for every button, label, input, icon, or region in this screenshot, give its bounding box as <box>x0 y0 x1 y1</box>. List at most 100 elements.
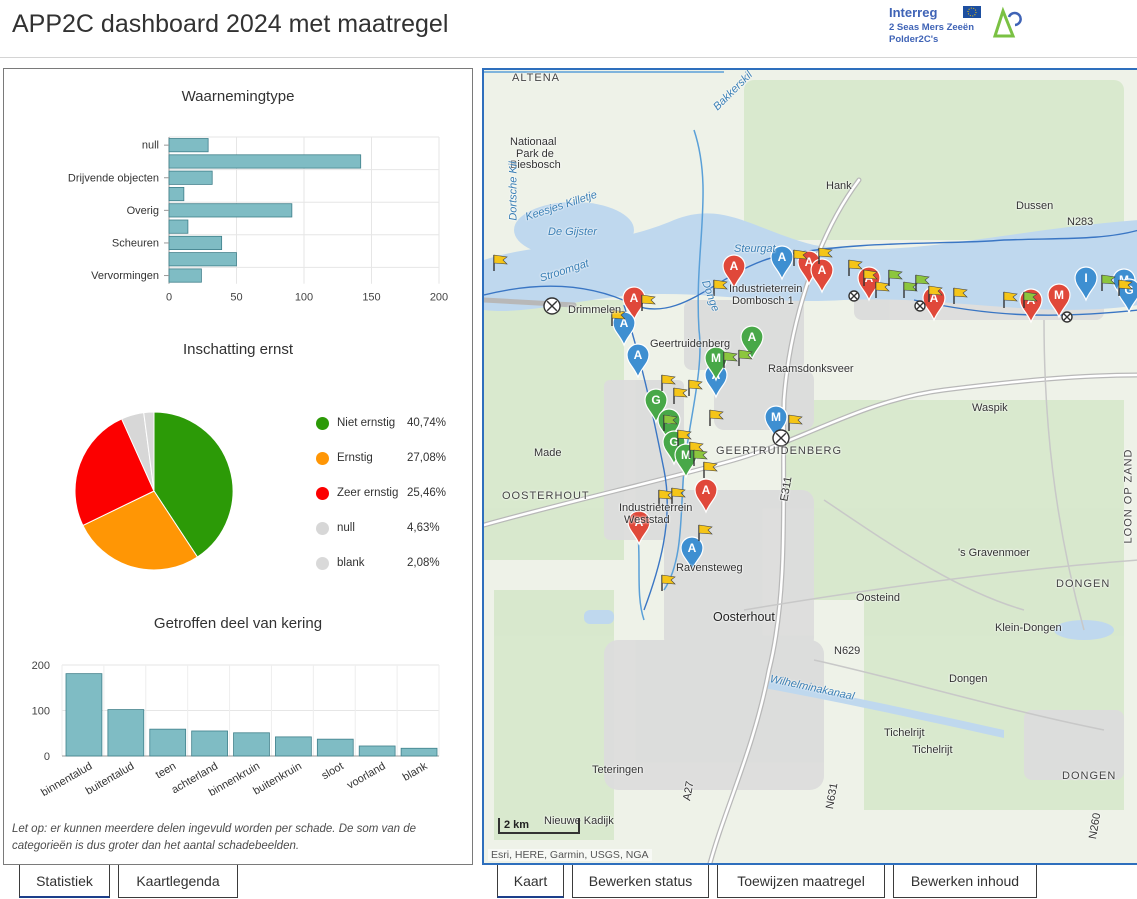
svg-text:M: M <box>771 410 781 424</box>
map-flag-icon <box>1101 274 1116 291</box>
map-flag-icon <box>698 524 713 541</box>
map-place-label: Waspik <box>972 402 1008 414</box>
logo-line3: Polder2C's <box>889 34 938 45</box>
map-place-label: ALTENA <box>512 72 560 84</box>
y-tick-label: Vervormingen <box>91 270 159 282</box>
bar <box>168 170 213 185</box>
y-tick-label: null <box>142 140 159 152</box>
map-place-label: Park de <box>516 148 554 160</box>
chart-title-ernst: Inschatting ernst <box>182 341 294 358</box>
map-marker-a-icon: A <box>680 536 704 572</box>
legend-swatch <box>316 557 329 570</box>
tab-toewijzen-maatregel[interactable]: Toewijzen maatregel <box>717 865 885 898</box>
legend-swatch <box>316 452 329 465</box>
svg-text:A: A <box>620 316 629 330</box>
map-flag-icon <box>915 274 930 291</box>
x-tick-label: 150 <box>362 292 380 304</box>
map-place-label: Drimmelen <box>568 304 622 316</box>
svg-text:A: A <box>818 263 827 277</box>
map-flag-icon <box>1003 291 1018 308</box>
map-marker-a-icon: A <box>627 510 651 546</box>
map-basemap[interactable]: AAAAAAAMAAAAAMAAIMMAGGGMG <box>484 70 1137 865</box>
map-place-label: Dussen <box>1016 200 1054 212</box>
svg-text:A: A <box>635 515 644 529</box>
legend-percentage: 2,08% <box>407 557 440 569</box>
map-marker-a-icon: A <box>722 254 746 290</box>
map-place-label: Oosteind <box>856 592 901 604</box>
map-marker-g-icon: G <box>644 388 668 424</box>
map-place-label: DONGEN <box>1056 578 1111 590</box>
page-title: APP2C dashboard 2024 met maatregel <box>12 10 449 38</box>
pie-slice <box>82 490 199 571</box>
svg-text:M: M <box>681 448 691 462</box>
map-place-label: N629 <box>834 645 861 657</box>
x-tick-label: teen <box>154 760 179 781</box>
map-marker-a-icon: A <box>740 325 764 361</box>
map-place-label: Tichelrijt <box>884 727 925 739</box>
tab-bewerken-status[interactable]: Bewerken status <box>572 865 709 898</box>
logo-line1: Interreg <box>889 5 937 20</box>
map-flag-icon <box>928 285 943 302</box>
map-cross-marker-icon <box>772 429 790 447</box>
map-flag-icon <box>788 414 803 431</box>
map-flag-icon <box>677 429 692 446</box>
bar <box>191 730 228 757</box>
map-flag-icon <box>738 349 753 366</box>
legend-label: blank <box>337 557 365 569</box>
map-place-label: Geertruidenberg <box>650 338 731 350</box>
legend-percentage: 40,74% <box>407 417 447 429</box>
map-place-label: Nationaal <box>510 136 557 148</box>
x-tick-label: sloot <box>320 760 346 782</box>
tab-statistiek[interactable]: Statistiek <box>19 865 110 898</box>
map-view[interactable]: AAAAAAAMAAAAAMAAIMMAGGGMG ALTENANationaa… <box>482 68 1137 865</box>
map-place-label: Industrieterrein <box>729 283 803 295</box>
legend-label: Niet ernstig <box>337 417 396 429</box>
map-place-label: Teteringen <box>592 764 644 776</box>
map-place-label: Oosterhout <box>713 610 775 624</box>
map-place-label: Steurgat <box>734 243 776 255</box>
svg-text:A: A <box>930 291 939 305</box>
map-scalebar: 2 km <box>498 818 580 834</box>
map-flag-icon <box>493 254 508 271</box>
legend-percentage: 4,63% <box>407 522 440 534</box>
svg-text:A: A <box>748 330 757 344</box>
map-flag-icon <box>848 259 863 276</box>
tab-kaartlegenda[interactable]: Kaartlegenda <box>118 865 238 898</box>
map-flag-icon <box>903 281 918 298</box>
interreg-logo: Interreg 2 Seas Mers Zeeën Polder2C's <box>889 5 1022 45</box>
bar <box>168 187 185 202</box>
x-tick-label: 200 <box>430 292 448 304</box>
map-cross-marker-icon <box>1061 311 1073 323</box>
chart-waarnemingtype: 0 50 100 150 200 null Drijvende objecten Overig… <box>68 136 448 304</box>
map-flag-icon <box>671 487 686 504</box>
map-marker-m-icon: M <box>764 405 788 441</box>
map-marker-i-icon: I <box>1074 266 1098 302</box>
svg-text:A: A <box>688 541 697 555</box>
map-cross-marker-icon <box>848 290 860 302</box>
y-tick-label: 200 <box>32 660 50 672</box>
map-marker-a-icon: A <box>770 245 794 281</box>
svg-text:I: I <box>1084 271 1087 285</box>
x-tick-label: voorland <box>345 760 388 791</box>
chart-note: Let op: er kunnen meerdere delen ingevul… <box>12 823 417 852</box>
map-place-label: OOSTERHOUT <box>502 490 590 502</box>
map-place-label: Tichelrijt <box>912 744 953 756</box>
svg-text:A: A <box>778 250 787 264</box>
map-marker-a-icon: A <box>810 258 834 294</box>
legend-swatch <box>316 487 329 500</box>
map-flag-icon <box>723 351 738 368</box>
map-flag-icon <box>689 441 704 458</box>
legend-percentage: 25,46% <box>407 487 447 499</box>
tab-bewerken-inhoud[interactable]: Bewerken inhoud <box>893 865 1037 898</box>
bar <box>316 738 354 757</box>
bar <box>107 709 145 757</box>
header: APP2C dashboard 2024 met maatregel Inter… <box>0 0 1137 58</box>
map-marker-a-icon: A <box>626 343 650 379</box>
map-flag-icon <box>953 287 968 304</box>
bar <box>233 732 270 757</box>
tab-kaart[interactable]: Kaart <box>497 865 564 898</box>
svg-text:G: G <box>669 435 678 449</box>
map-flag-icon <box>663 414 678 431</box>
bar <box>358 745 396 757</box>
legend-label: Ernstig <box>337 452 373 464</box>
